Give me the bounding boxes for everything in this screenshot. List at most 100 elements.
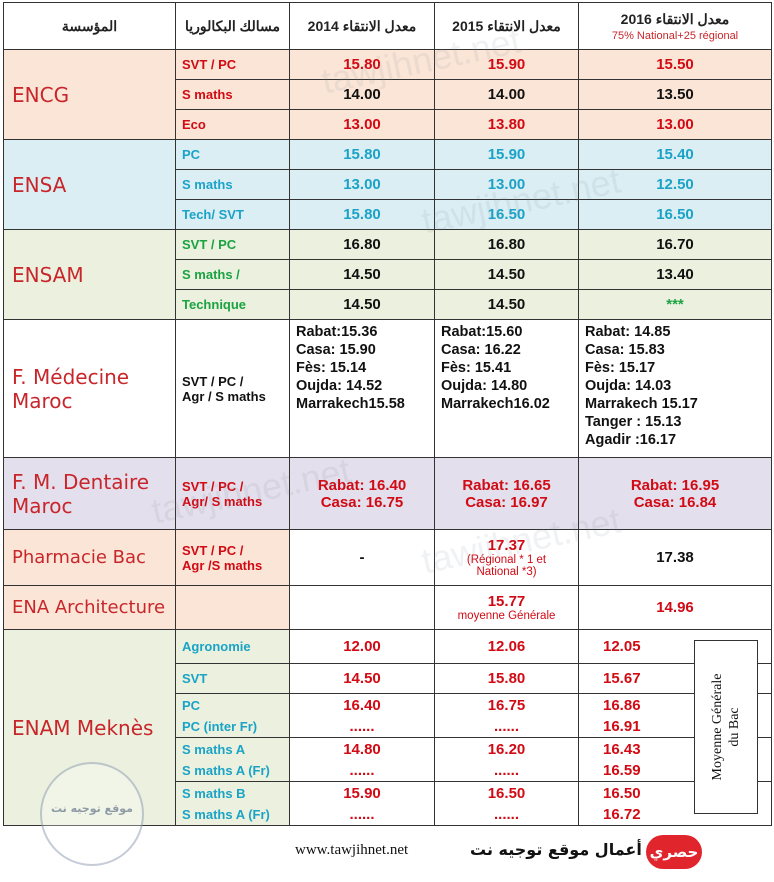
institution-pharmacie: Pharmacie Bac: [3, 529, 176, 586]
value-2014: 14.80: [343, 740, 381, 758]
filiere: PC: [175, 139, 290, 170]
ensam-row-1: ENSAM SVT / PC 16.80 16.80 16.70: [3, 229, 772, 320]
city-score: Casa: 16.75: [320, 493, 404, 511]
side-note-text: Moyenne Générale du Bac: [709, 674, 743, 781]
value-2014: ......: [349, 717, 375, 735]
filiere-line: SVT / PC /: [182, 373, 244, 389]
dentaire-2016: Rabat: 16.95 Casa: 16.84: [578, 457, 772, 530]
value-2016: 13.00: [578, 109, 772, 140]
stamp-text: موقع توجيه نت: [51, 802, 133, 815]
medecine-name-1: F. Médecine: [12, 364, 130, 389]
medecine-2015: Rabat:15.60 Casa: 16.22 Fès: 15.41 Oujda…: [434, 319, 579, 458]
value-2014: 15.80: [289, 49, 435, 80]
value-2014: 16.80: [289, 229, 435, 260]
city-score: Marrakech 15.17: [585, 396, 698, 412]
city-score: Casa: 16.97: [465, 493, 548, 511]
medecine-row: F. Médecine Maroc SVT / PC / Agr / S maths…: [3, 319, 772, 458]
value-2016: 16.86: [603, 696, 641, 714]
filiere-line: PC (inter Fr): [182, 718, 258, 734]
filiere-line: Agr /S maths: [182, 557, 263, 573]
filiere: Eco: [175, 109, 290, 140]
filiere-line: PC: [182, 697, 201, 713]
footer-site-link[interactable]: www.tawjihnet.net: [295, 842, 409, 858]
ena-2015: 15.77 moyenne Générale: [434, 585, 579, 630]
city-score: Rabat: 16.65: [462, 476, 551, 494]
medecine-2016: Rabat: 14.85 Casa: 15.83 Fès: 15.17 Oujd…: [578, 319, 772, 458]
value-2016: 16.91: [603, 717, 641, 735]
value-2016: 14.96: [578, 585, 772, 630]
value-2016: 13.40: [578, 259, 772, 290]
selection-averages-table: المؤسسة مسالك البكالوريا معدل الانتقاء 2…: [3, 2, 772, 826]
value-2015: 13.80: [434, 109, 579, 140]
filiere-line: S maths A (Fr): [182, 806, 270, 822]
value-2014: 16.40: [343, 696, 381, 714]
value-2015: 14.50: [434, 259, 579, 290]
filiere: Tech/ SVT: [175, 199, 290, 230]
city-score: Fès: 15.14: [296, 360, 367, 376]
value-2015: 16.50: [434, 199, 579, 230]
city-score: Oujda: 14.52: [296, 378, 383, 394]
value-2016: 16.70: [578, 229, 772, 260]
city-score: Casa: 15.83: [585, 342, 665, 358]
filiere: S maths B S maths A (Fr): [175, 781, 290, 826]
value-2016: 16.50: [603, 784, 641, 802]
dentaire-2014: Rabat: 16.40 Casa: 16.75: [289, 457, 435, 530]
header-2016-note: 75% National+25 régional: [611, 29, 739, 42]
institution-ena: ENA Architecture: [3, 585, 176, 630]
value-2015: 17.37: [487, 537, 526, 554]
header-filiere: مسالك البكالوريا: [175, 2, 290, 50]
city-score: Casa: 15.90: [296, 342, 376, 358]
city-score: Rabat:15.60: [441, 324, 523, 340]
header-2016-label: معدل الانتقاء 2016: [620, 10, 730, 27]
city-score: Oujda: 14.03: [585, 378, 672, 394]
city-score: Tanger : 15.13: [585, 414, 682, 430]
dentaire-row: F. M. Dentaire Maroc SVT / PC / Agr/ S mat…: [3, 457, 772, 530]
filiere: S maths: [175, 79, 290, 110]
value-2015: 16.50: [487, 784, 526, 802]
filiere-line: Agr / S maths: [182, 388, 266, 404]
side-note-line: du Bac: [727, 707, 742, 747]
value-2016: 17.38: [578, 529, 772, 586]
filiere: S maths A S maths A (Fr): [175, 737, 290, 782]
value-2014-empty: [289, 585, 435, 630]
value-2015: 14.50: [434, 289, 579, 320]
filiere-line: S maths B: [182, 785, 246, 801]
filiere: SVT / PC / Agr /S maths: [175, 529, 290, 586]
value-2016: 16.50: [578, 199, 772, 230]
value-2014: 12.00: [289, 629, 435, 664]
encg-row-1: ENCG SVT / PC 15.80 15.90 15.50: [3, 49, 772, 140]
institution-ensa: ENSA: [3, 139, 176, 230]
city-score: Rabat: 14.85: [585, 324, 671, 340]
value-2014: 15.80: [289, 199, 435, 230]
dentaire-name-1: F. M. Dentaire: [12, 469, 150, 494]
value-2015: ......: [493, 717, 519, 735]
value-2016: 16.43: [603, 740, 641, 758]
filiere: SVT / PC / Agr / S maths: [175, 319, 290, 458]
value-2014: 14.00: [289, 79, 435, 110]
value-2014: ......: [349, 805, 375, 823]
city-score: Marrakech15.58: [296, 396, 405, 412]
city-score: Casa: 16.84: [633, 493, 717, 511]
side-note-line: Moyenne Générale: [710, 673, 725, 781]
value-2015: 16.80: [434, 229, 579, 260]
value-2014: ......: [349, 761, 375, 779]
value-2015: 16.75: [487, 696, 526, 714]
pharmacie-2015: 17.37 (Régional * 1 et National *3): [434, 529, 579, 586]
institution-dentaire: F. M. Dentaire Maroc: [3, 457, 176, 530]
value-2014: 13.00: [289, 169, 435, 200]
city-score: Fès: 15.41: [441, 360, 512, 376]
footer-arabic-credit: من أعمال موقع توجيه نت: [470, 840, 672, 859]
value-2014: 15.90: [343, 784, 381, 802]
medecine-name-2: Maroc: [12, 388, 73, 413]
city-score: Fès: 15.17: [585, 360, 656, 376]
value-2016: 16.72: [603, 805, 641, 823]
value-2014: 14.50: [289, 663, 435, 694]
value-2015: 15.90: [434, 49, 579, 80]
encg-row-2: S maths 14.00 14.00 13.50: [3, 79, 772, 110]
header-row: المؤسسة مسالك البكالوريا معدل الانتقاء 2…: [3, 2, 772, 50]
enam-row-5: S maths B S maths A (Fr) 15.90...... 16.5…: [3, 781, 772, 826]
pharmacie-note: (Régional * 1 et: [466, 554, 547, 566]
ena-row: ENA Architecture 15.77 moyenne Générale 1…: [3, 585, 772, 630]
footer: www.tawjihnet.net من أعمال موقع توجيه نت…: [0, 826, 774, 882]
value-2014: -: [289, 529, 435, 586]
